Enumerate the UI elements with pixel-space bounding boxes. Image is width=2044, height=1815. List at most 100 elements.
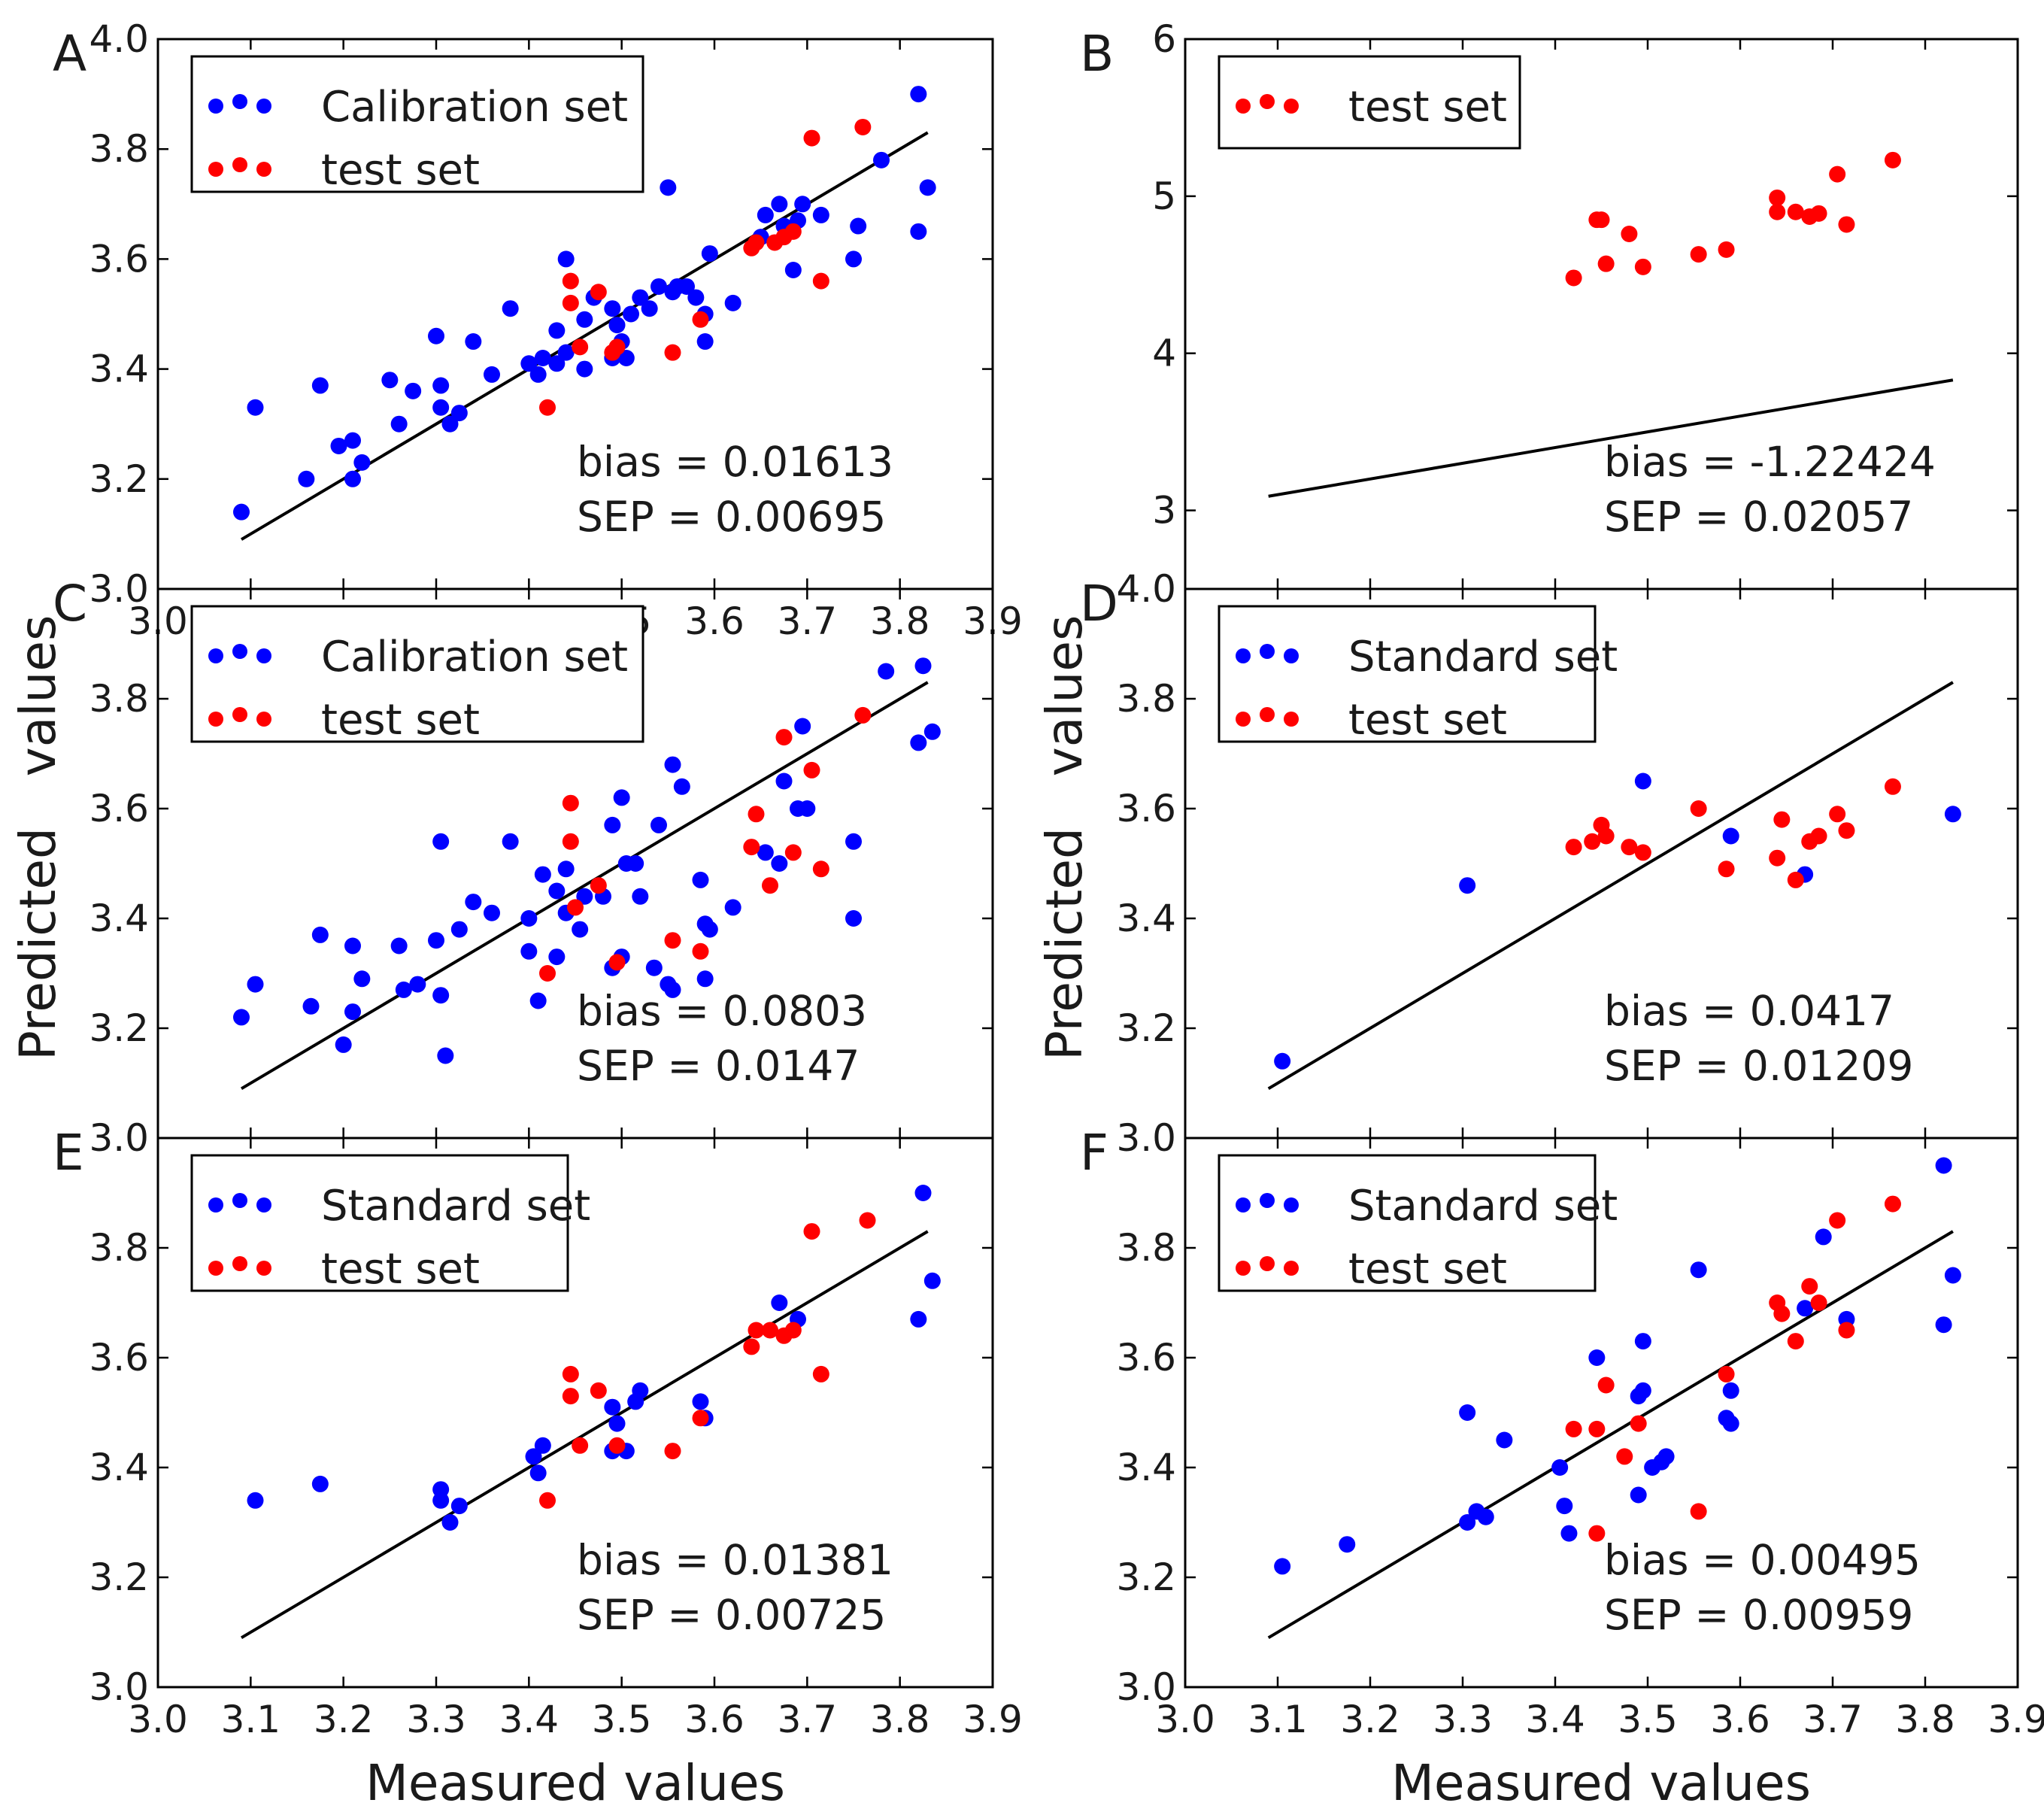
data-point: [1787, 871, 1804, 888]
x-tick-label: 3.8: [870, 599, 930, 643]
legend: Calibration set test set: [190, 55, 644, 195]
legend-label: Calibration set: [321, 83, 628, 132]
data-point: [757, 206, 774, 223]
data-point: [529, 992, 547, 1009]
data-point: [298, 470, 315, 487]
panel-letter: B: [1080, 25, 1114, 83]
fit-line: [1268, 378, 1954, 498]
x-tick-label: 3.4: [1525, 1698, 1585, 1741]
x-axis-label-left: Measured values: [365, 1754, 785, 1812]
data-point: [432, 833, 450, 850]
data-point: [1477, 1508, 1494, 1525]
bias-annotation: bias = 0.0803: [577, 987, 867, 1035]
x-tick-label: 3.3: [406, 1698, 466, 1741]
data-point: [1884, 1195, 1901, 1213]
data-point: [1829, 1212, 1846, 1229]
data-point: [850, 217, 867, 235]
data-point: [623, 305, 639, 323]
y-tick-label: 3.8: [1116, 1226, 1176, 1270]
data-point: [1935, 1157, 1952, 1174]
data-point: [1787, 203, 1804, 220]
data-point: [450, 1498, 468, 1515]
data-point: [484, 366, 500, 383]
data-point: [1722, 1415, 1739, 1432]
data-point: [1634, 844, 1651, 861]
data-point: [330, 437, 347, 454]
data-point: [534, 349, 551, 366]
x-tick-label: 3.6: [1710, 1698, 1770, 1741]
data-point: [1630, 1415, 1647, 1432]
data-point: [748, 234, 765, 251]
data-point: [812, 860, 829, 878]
x-tick-label: 3.4: [499, 1698, 560, 1741]
data-point: [724, 294, 741, 311]
y-tick-label: 3.8: [1116, 677, 1176, 721]
data-point: [562, 1388, 579, 1405]
data-point: [651, 816, 667, 833]
data-point: [910, 1310, 927, 1328]
data-point: [557, 344, 575, 361]
y-tick-label: 3.6: [89, 787, 149, 830]
legend-marker: [1284, 99, 1299, 114]
data-point: [548, 882, 566, 900]
x-tick-label: 3.1: [221, 1698, 281, 1741]
legend-marker: [208, 1261, 223, 1276]
panel-c: 3.0 3.2 3.4 3.6 3.8 Calibration set test set bi…: [53, 575, 994, 1160]
data-point: [1584, 833, 1601, 850]
data-point: [1657, 1448, 1675, 1465]
data-point: [311, 926, 329, 943]
data-point: [812, 1365, 829, 1382]
data-point: [405, 382, 422, 399]
legend-marker: [1236, 99, 1251, 114]
data-point: [1690, 1503, 1707, 1520]
data-point: [692, 1393, 709, 1410]
data-point: [562, 272, 579, 290]
data-point: [1556, 1498, 1573, 1515]
data-point: [1773, 1305, 1791, 1322]
data-point: [641, 300, 658, 317]
data-point: [562, 794, 579, 812]
data-point: [1496, 1431, 1513, 1449]
data-point: [613, 789, 630, 806]
data-point: [845, 833, 862, 850]
legend-marker: [256, 99, 271, 114]
legend-label: test set: [321, 696, 480, 745]
data-point: [247, 399, 264, 416]
data-point: [1634, 1333, 1651, 1350]
legend-marker: [256, 712, 271, 727]
data-point: [428, 327, 444, 344]
x-tick-label: 3.7: [1803, 1698, 1863, 1741]
data-point: [914, 657, 932, 675]
data-point: [923, 723, 941, 740]
bias-annotation: bias = 0.0417: [1604, 987, 1894, 1035]
data-point: [529, 1464, 547, 1482]
x-tick-label: 3.9: [1988, 1698, 2044, 1741]
data-point: [696, 970, 714, 988]
data-point: [604, 816, 621, 833]
data-point: [1597, 255, 1615, 272]
data-point: [390, 937, 408, 955]
data-point: [381, 372, 399, 389]
data-point: [1769, 203, 1786, 220]
x-axis-label-right: Measured values: [1391, 1754, 1811, 1812]
data-point: [784, 223, 802, 240]
data-point: [432, 377, 450, 394]
x-tick-label: 3.2: [314, 1698, 374, 1741]
panel-letter: A: [53, 25, 86, 83]
data-point: [1722, 827, 1739, 845]
data-point: [1838, 216, 1855, 233]
y-tick-label: 3.6: [89, 1336, 149, 1379]
data-point: [627, 855, 644, 872]
data-point: [1769, 189, 1786, 206]
data-point: [432, 1492, 450, 1509]
data-point: [1690, 800, 1707, 817]
x-tick-label: 3.2: [1340, 1698, 1400, 1741]
data-point: [923, 1272, 941, 1289]
panel-frame: [156, 1137, 994, 1689]
data-point: [632, 1382, 649, 1399]
data-point: [1797, 1300, 1814, 1317]
data-point: [608, 338, 626, 356]
legend-marker: [1260, 1256, 1275, 1271]
x-tick-label: 3.1: [1248, 1698, 1308, 1741]
legend-label: Standard set: [1348, 1182, 1618, 1231]
